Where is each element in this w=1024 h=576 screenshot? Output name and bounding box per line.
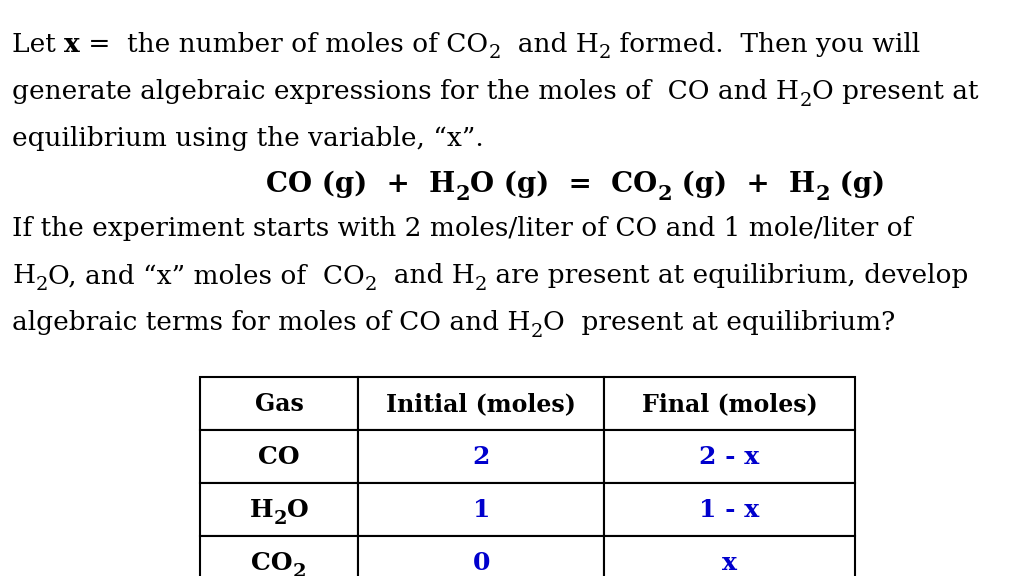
Text: (g): (g) [829, 171, 885, 198]
Text: O  present at equilibrium?: O present at equilibrium? [543, 310, 895, 335]
Text: 2: 2 [800, 92, 812, 109]
Text: are present at equilibrium, develop: are present at equilibrium, develop [487, 263, 969, 288]
Text: 2: 2 [456, 184, 470, 204]
Text: 2: 2 [530, 323, 543, 341]
Text: 2: 2 [273, 510, 287, 528]
Text: 2: 2 [815, 184, 829, 204]
Text: Initial (moles): Initial (moles) [386, 392, 577, 416]
Text: x: x [722, 551, 737, 575]
Text: 2: 2 [365, 276, 377, 294]
Text: generate algebraic expressions for the moles of  CO and H: generate algebraic expressions for the m… [12, 79, 800, 104]
Bar [358, 377, 604, 430]
Text: Final (moles): Final (moles) [642, 392, 817, 416]
Text: O, and “x” moles of  CO: O, and “x” moles of CO [48, 263, 365, 288]
Bar [604, 377, 855, 430]
Text: 1: 1 [473, 498, 489, 522]
Text: 2 - x: 2 - x [699, 445, 760, 469]
Text: 2: 2 [293, 563, 306, 576]
Text: and H: and H [377, 263, 475, 288]
Text: Let: Let [12, 32, 65, 56]
Text: 2: 2 [599, 44, 611, 62]
Text: equilibrium using the variable, “x”.: equilibrium using the variable, “x”. [12, 126, 484, 151]
Bar [358, 536, 604, 576]
Text: CO (g)  +  H: CO (g) + H [266, 171, 456, 198]
Text: Gas: Gas [255, 392, 303, 416]
Text: O: O [287, 498, 308, 522]
Bar [200, 536, 358, 576]
Text: x: x [65, 32, 80, 56]
Text: 2: 2 [657, 184, 672, 204]
Bar [604, 430, 855, 483]
Text: 0: 0 [473, 551, 489, 575]
Text: H: H [12, 263, 36, 288]
Text: 2: 2 [36, 276, 48, 294]
Text: O (g)  =  CO: O (g) = CO [470, 171, 657, 198]
Text: CO: CO [252, 551, 293, 575]
Text: 2: 2 [488, 44, 501, 62]
Text: CO: CO [258, 445, 300, 469]
Text: algebraic terms for moles of CO and H: algebraic terms for moles of CO and H [12, 310, 530, 335]
Bar [200, 430, 358, 483]
Text: 1 - x: 1 - x [699, 498, 760, 522]
Bar [358, 430, 604, 483]
Bar [200, 377, 358, 430]
Bar [604, 536, 855, 576]
Text: If the experiment starts with 2 moles/liter of CO and 1 mole/liter of: If the experiment starts with 2 moles/li… [12, 216, 912, 241]
Text: =  the number of moles of CO: = the number of moles of CO [80, 32, 488, 56]
Text: and H: and H [501, 32, 599, 56]
Text: O present at: O present at [812, 79, 978, 104]
Text: 2: 2 [473, 445, 489, 469]
Text: (g)  +  H: (g) + H [672, 171, 815, 198]
Bar [604, 483, 855, 536]
Text: 2: 2 [475, 276, 487, 294]
Bar [358, 483, 604, 536]
Bar [200, 483, 358, 536]
Text: H: H [250, 498, 273, 522]
Text: formed.  Then you will: formed. Then you will [611, 32, 920, 56]
